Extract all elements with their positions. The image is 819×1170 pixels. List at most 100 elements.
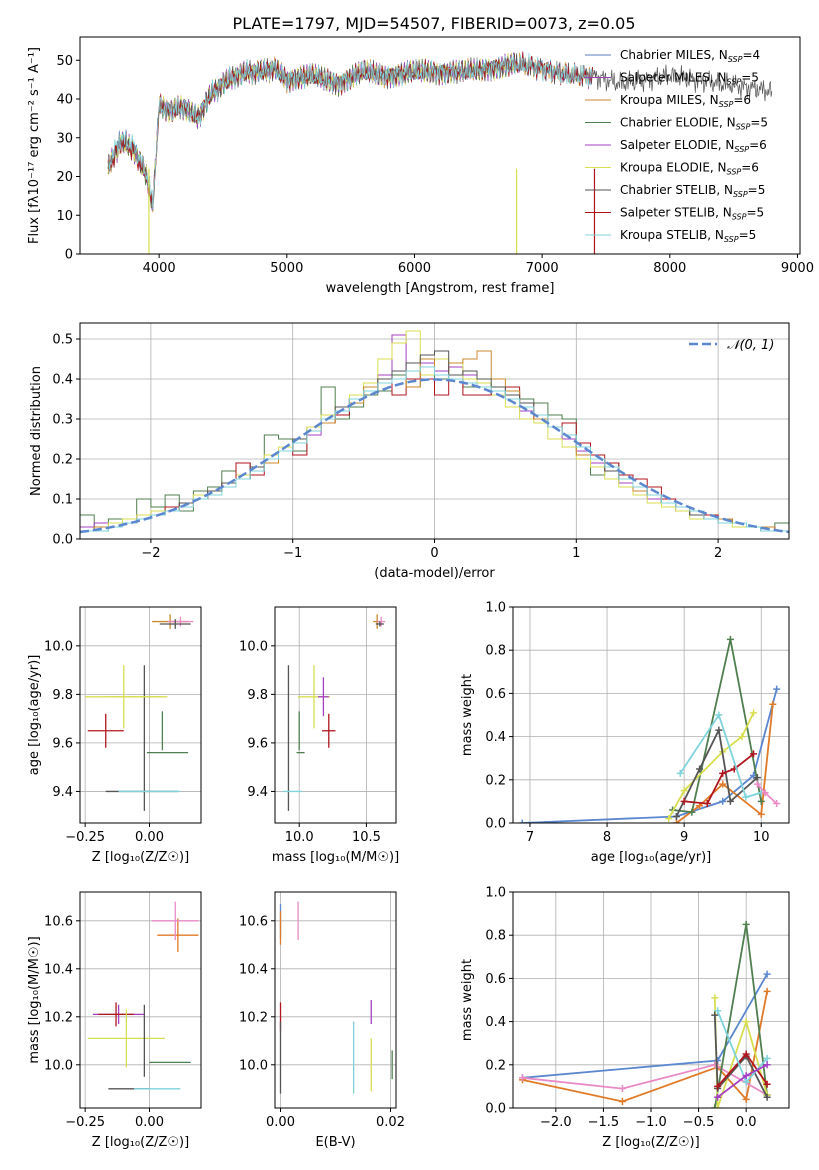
weight-line xyxy=(679,712,762,799)
weight-marker xyxy=(518,819,526,823)
weight-marker xyxy=(711,1011,719,1019)
weight-marker xyxy=(773,685,781,693)
x-axis-label: age [log₁₀(age/yr)] xyxy=(591,850,712,865)
legend-label: Salpeter MILES, NSSP=5 xyxy=(620,71,759,87)
x-axis-label: E(B-V) xyxy=(315,1135,355,1150)
weight-marker xyxy=(665,815,673,823)
weight-marker xyxy=(761,789,769,797)
weight-marker xyxy=(618,1085,626,1093)
gaussian-curve xyxy=(80,378,789,534)
spectrum-line xyxy=(107,52,594,210)
y-tick-label: 0.0 xyxy=(485,817,506,832)
x-tick-label: 1 xyxy=(572,546,580,561)
weight-marker xyxy=(750,709,758,717)
x-tick-label: 0.02 xyxy=(376,1115,405,1130)
y-tick-label: 0.4 xyxy=(485,1015,506,1030)
x-tick-label: 10.0 xyxy=(285,830,314,845)
weight-marker xyxy=(672,813,680,821)
weight-marker xyxy=(742,793,750,801)
legend-label: Kroupa MILES, NSSP=6 xyxy=(620,93,751,109)
spectrum-line xyxy=(107,55,517,211)
x-tick-label: 7 xyxy=(526,830,534,845)
weight-marker xyxy=(715,726,723,734)
y-tick-label: 10.2 xyxy=(239,1010,268,1025)
y-tick-label: 1.0 xyxy=(485,601,506,616)
y-tick-label: 10.0 xyxy=(44,639,73,654)
weight-marker xyxy=(714,1104,722,1108)
x-tick-label: −0.25 xyxy=(65,1115,105,1130)
y-axis-label: mass [log₁₀(M/M☉)] xyxy=(27,936,42,1063)
y-tick-label: 0.1 xyxy=(52,493,73,508)
weight-marker xyxy=(719,769,727,777)
y-tick-label: 30 xyxy=(56,131,73,146)
weight-marker xyxy=(742,1018,750,1026)
x-tick-label: 0.00 xyxy=(135,830,164,845)
y-tick-label: 0.6 xyxy=(485,687,506,702)
weight-marker xyxy=(763,1093,771,1101)
x-tick-label: 0 xyxy=(430,546,438,561)
y-tick-label: 10.2 xyxy=(44,1010,73,1025)
y-tick-label: 0.4 xyxy=(52,373,73,388)
weight-marker xyxy=(738,733,746,741)
x-tick-label: 5000 xyxy=(270,261,303,276)
weight-marker xyxy=(696,765,704,773)
x-tick-label: −1.0 xyxy=(635,1115,667,1130)
weight-marker xyxy=(763,970,771,978)
y-tick-label: 9.4 xyxy=(52,785,73,800)
y-tick-label: 0.3 xyxy=(52,413,73,428)
y-axis-label: mass weight xyxy=(460,674,475,756)
weight-marker xyxy=(753,780,761,788)
y-tick-label: 0.8 xyxy=(485,929,506,944)
data-layer xyxy=(87,901,199,1090)
weight-line xyxy=(713,1015,768,1098)
x-tick-label: 9 xyxy=(680,830,688,845)
y-tick-label: 10.0 xyxy=(44,1058,73,1073)
weight-marker xyxy=(714,1082,722,1090)
data-layer xyxy=(107,51,773,254)
y-tick-label: 0.0 xyxy=(485,1102,506,1117)
legend-label: Chabrier STELIB, NSSP=5 xyxy=(620,183,765,199)
x-tick-label: 0.00 xyxy=(266,1115,295,1130)
y-tick-label: 10.4 xyxy=(239,962,268,977)
y-tick-label: 0.0 xyxy=(52,533,73,548)
weight-marker xyxy=(715,711,723,719)
x-tick-label: −2 xyxy=(141,546,160,561)
weight-line xyxy=(522,688,778,823)
x-tick-label: −0.5 xyxy=(683,1115,715,1130)
axes-frame xyxy=(274,606,397,824)
figure-title: PLATE=1797, MJD=54507, FIBERID=0073, z=0… xyxy=(232,14,635,33)
weight-marker xyxy=(763,1080,771,1088)
histogram-step xyxy=(80,366,789,532)
x-tick-label: 9000 xyxy=(781,261,814,276)
x-axis-label: wavelength [Angstrom, rest frame] xyxy=(326,281,555,296)
y-axis-label: age [log₁₀(age/yr)] xyxy=(27,655,42,776)
y-tick-label: 0.8 xyxy=(485,644,506,659)
y-tick-label: 0.2 xyxy=(52,453,73,468)
y-tick-label: 9.8 xyxy=(52,688,73,703)
panel-ebv-mass: 0.00 0.02 10.0 10.2 10.4 10.6 E(B-V) xyxy=(239,891,405,1150)
weight-marker xyxy=(763,1061,771,1069)
y-tick-label: 1.0 xyxy=(485,886,506,901)
legend-label: Salpeter ELODIE, NSSP=6 xyxy=(620,138,767,154)
x-axis-label: Z [log₁₀(Z/Z☉)] xyxy=(602,1135,699,1150)
x-axis-label: Z [log₁₀(Z/Z☉)] xyxy=(92,1135,189,1150)
weight-marker xyxy=(763,1054,771,1062)
axes-frame xyxy=(79,606,202,824)
y-tick-label: 10.6 xyxy=(239,914,268,929)
x-tick-label: 6000 xyxy=(398,261,431,276)
legend-label: Salpeter STELIB, NSSP=5 xyxy=(620,206,764,222)
legend-label: Chabrier MILES, NSSP=4 xyxy=(620,48,760,64)
panel-age-massweight: 7 8 9 10 0.0 0.2 0.4 0.6 0.8 1.0 age [log₁₀(age/yr… xyxy=(460,601,790,865)
y-tick-label: 9.6 xyxy=(247,736,268,751)
x-tick-label: 8000 xyxy=(653,261,686,276)
panel-spectrum: Chabrier MILES, NSSP=4 Salpeter MILES, NS… xyxy=(27,36,814,296)
y-axis-label: Flux [fλ10⁻¹⁷ erg cm⁻² s⁻¹ A⁻¹] xyxy=(27,47,42,244)
weight-marker xyxy=(711,1104,719,1108)
weight-marker xyxy=(742,1078,750,1086)
y-tick-label: 0.5 xyxy=(52,333,73,348)
x-tick-label: 0.0 xyxy=(736,1115,757,1130)
y-tick-label: 10.0 xyxy=(239,639,268,654)
weight-marker xyxy=(680,797,688,805)
axes-frame xyxy=(79,36,801,255)
